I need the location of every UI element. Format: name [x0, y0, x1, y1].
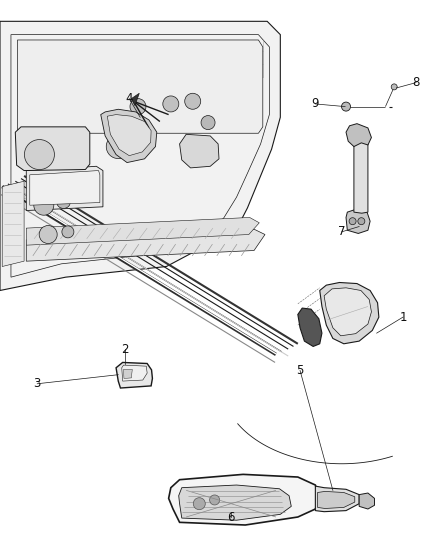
Text: 3: 3: [34, 377, 41, 390]
Text: 8: 8: [413, 76, 420, 89]
Polygon shape: [124, 369, 132, 378]
Polygon shape: [346, 124, 371, 147]
Circle shape: [163, 96, 179, 112]
Text: 4: 4: [125, 92, 133, 105]
Polygon shape: [179, 485, 291, 520]
Text: 2: 2: [121, 343, 129, 356]
Polygon shape: [318, 491, 355, 508]
Polygon shape: [180, 134, 219, 168]
Polygon shape: [169, 474, 320, 525]
Polygon shape: [354, 141, 368, 213]
Polygon shape: [26, 217, 259, 245]
Polygon shape: [359, 493, 374, 509]
Polygon shape: [2, 181, 24, 266]
Polygon shape: [320, 282, 379, 344]
Text: 7: 7: [338, 225, 346, 238]
Circle shape: [106, 134, 130, 159]
Circle shape: [358, 217, 365, 225]
Circle shape: [34, 195, 54, 215]
Circle shape: [39, 225, 57, 244]
Circle shape: [130, 99, 146, 115]
Text: 9: 9: [311, 98, 319, 110]
Circle shape: [185, 93, 201, 109]
Circle shape: [342, 102, 350, 111]
Circle shape: [193, 498, 205, 510]
Circle shape: [349, 217, 356, 225]
Polygon shape: [107, 115, 151, 156]
Polygon shape: [298, 308, 322, 346]
Polygon shape: [30, 171, 100, 205]
Polygon shape: [346, 209, 370, 233]
Text: 5: 5: [297, 364, 304, 377]
Polygon shape: [18, 40, 263, 133]
Polygon shape: [315, 486, 359, 512]
Polygon shape: [131, 93, 139, 106]
Circle shape: [25, 140, 54, 169]
Polygon shape: [26, 166, 103, 211]
Circle shape: [62, 226, 74, 238]
Circle shape: [210, 495, 219, 505]
Circle shape: [57, 195, 71, 208]
Polygon shape: [0, 21, 280, 290]
Polygon shape: [15, 127, 90, 171]
Polygon shape: [324, 288, 371, 336]
Polygon shape: [101, 109, 157, 163]
Circle shape: [391, 84, 397, 90]
Text: 6: 6: [227, 511, 235, 523]
Polygon shape: [26, 229, 265, 261]
Polygon shape: [116, 362, 152, 388]
Text: 1: 1: [399, 311, 407, 324]
Polygon shape: [122, 365, 147, 381]
Circle shape: [201, 116, 215, 130]
